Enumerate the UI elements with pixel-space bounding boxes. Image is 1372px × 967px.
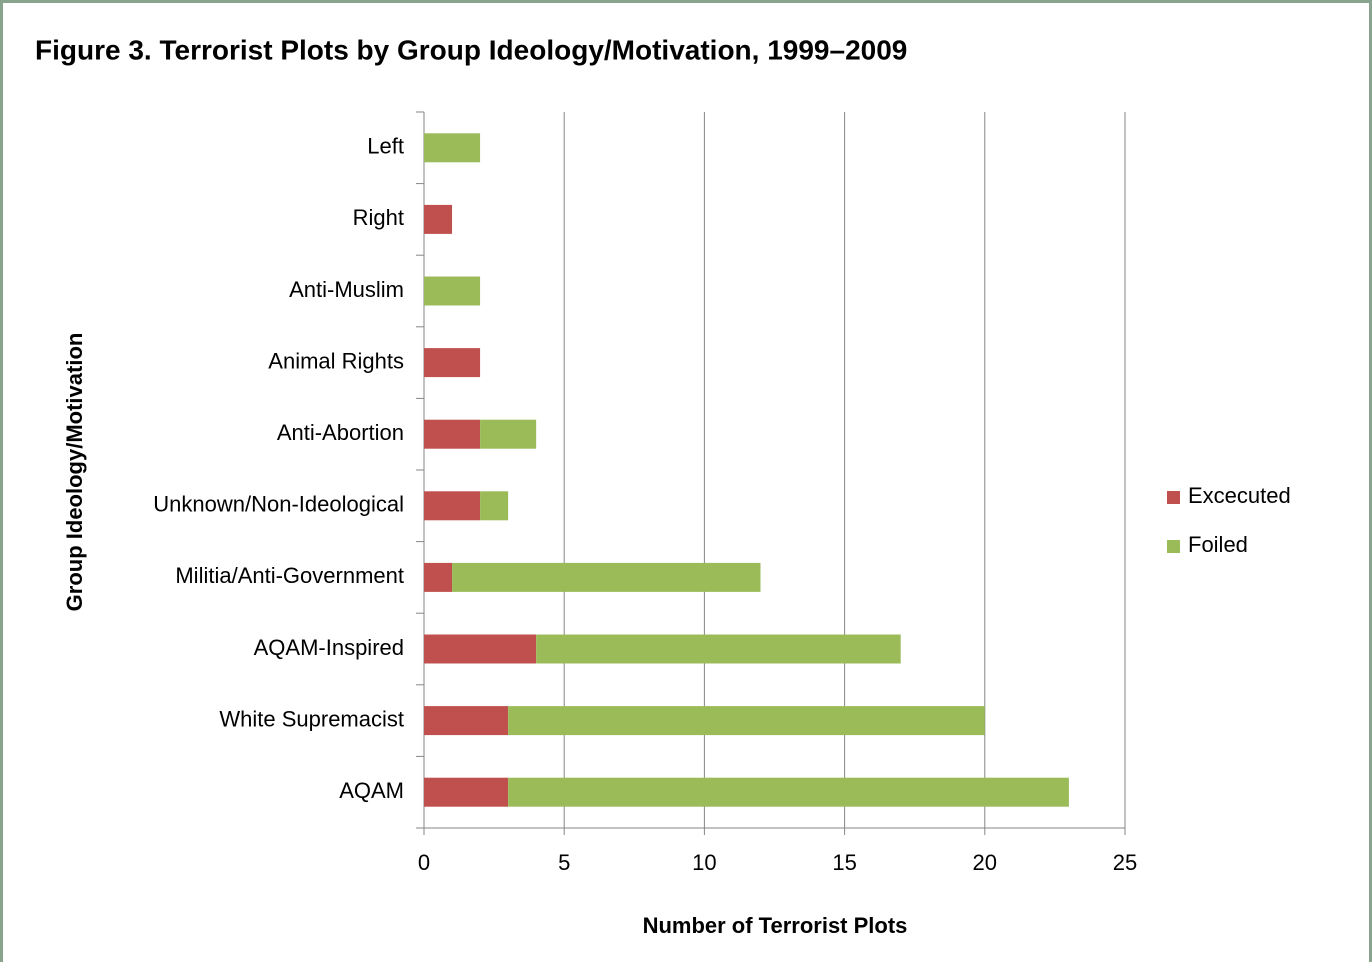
- x-tick-label: 5: [558, 850, 570, 875]
- bar-segment: [480, 419, 537, 449]
- bar-segment: [424, 204, 453, 234]
- x-tick-label: 25: [1113, 850, 1137, 875]
- x-tick-label: 20: [973, 850, 997, 875]
- bar-segment: [424, 491, 481, 521]
- x-tick-label: 10: [692, 850, 716, 875]
- bar-segment: [424, 348, 481, 378]
- bar-segment: [424, 276, 481, 306]
- y-axis-label: Group Ideology/Motivation: [62, 333, 87, 612]
- bar-segment: [424, 706, 509, 736]
- bar-segment: [424, 419, 481, 449]
- legend-swatch: [1167, 540, 1180, 553]
- legend-label: Excecuted: [1188, 483, 1291, 508]
- y-tick-label: AQAM: [339, 778, 404, 803]
- x-tick-label: 0: [418, 850, 430, 875]
- bar-segment: [480, 491, 509, 521]
- legend-label: Foiled: [1188, 532, 1248, 557]
- bar-segment: [508, 777, 1069, 807]
- y-tick-label: Animal Rights: [268, 348, 404, 373]
- y-tick-label: Right: [353, 205, 404, 230]
- x-tick-label: 15: [832, 850, 856, 875]
- y-tick-label: White Supremacist: [219, 706, 404, 731]
- bar-segment: [536, 634, 901, 664]
- bar-segment: [424, 562, 453, 592]
- y-tick-label: Anti-Muslim: [289, 277, 404, 302]
- bar-segment: [424, 634, 537, 664]
- y-tick-label: Anti-Abortion: [277, 420, 404, 445]
- bar-segment: [452, 562, 761, 592]
- y-tick-label: AQAM-Inspired: [254, 635, 404, 660]
- x-axis-label: Number of Terrorist Plots: [643, 913, 908, 938]
- bar-segment: [424, 777, 509, 807]
- y-tick-label: Militia/Anti-Government: [175, 563, 404, 588]
- y-tick-label: Left: [367, 134, 404, 159]
- bar-segment: [424, 133, 481, 163]
- bar-segment: [508, 706, 985, 736]
- y-tick-label: Unknown/Non-Ideological: [153, 492, 404, 517]
- chart-title: Figure 3. Terrorist Plots by Group Ideol…: [35, 34, 907, 65]
- legend-swatch: [1167, 491, 1180, 504]
